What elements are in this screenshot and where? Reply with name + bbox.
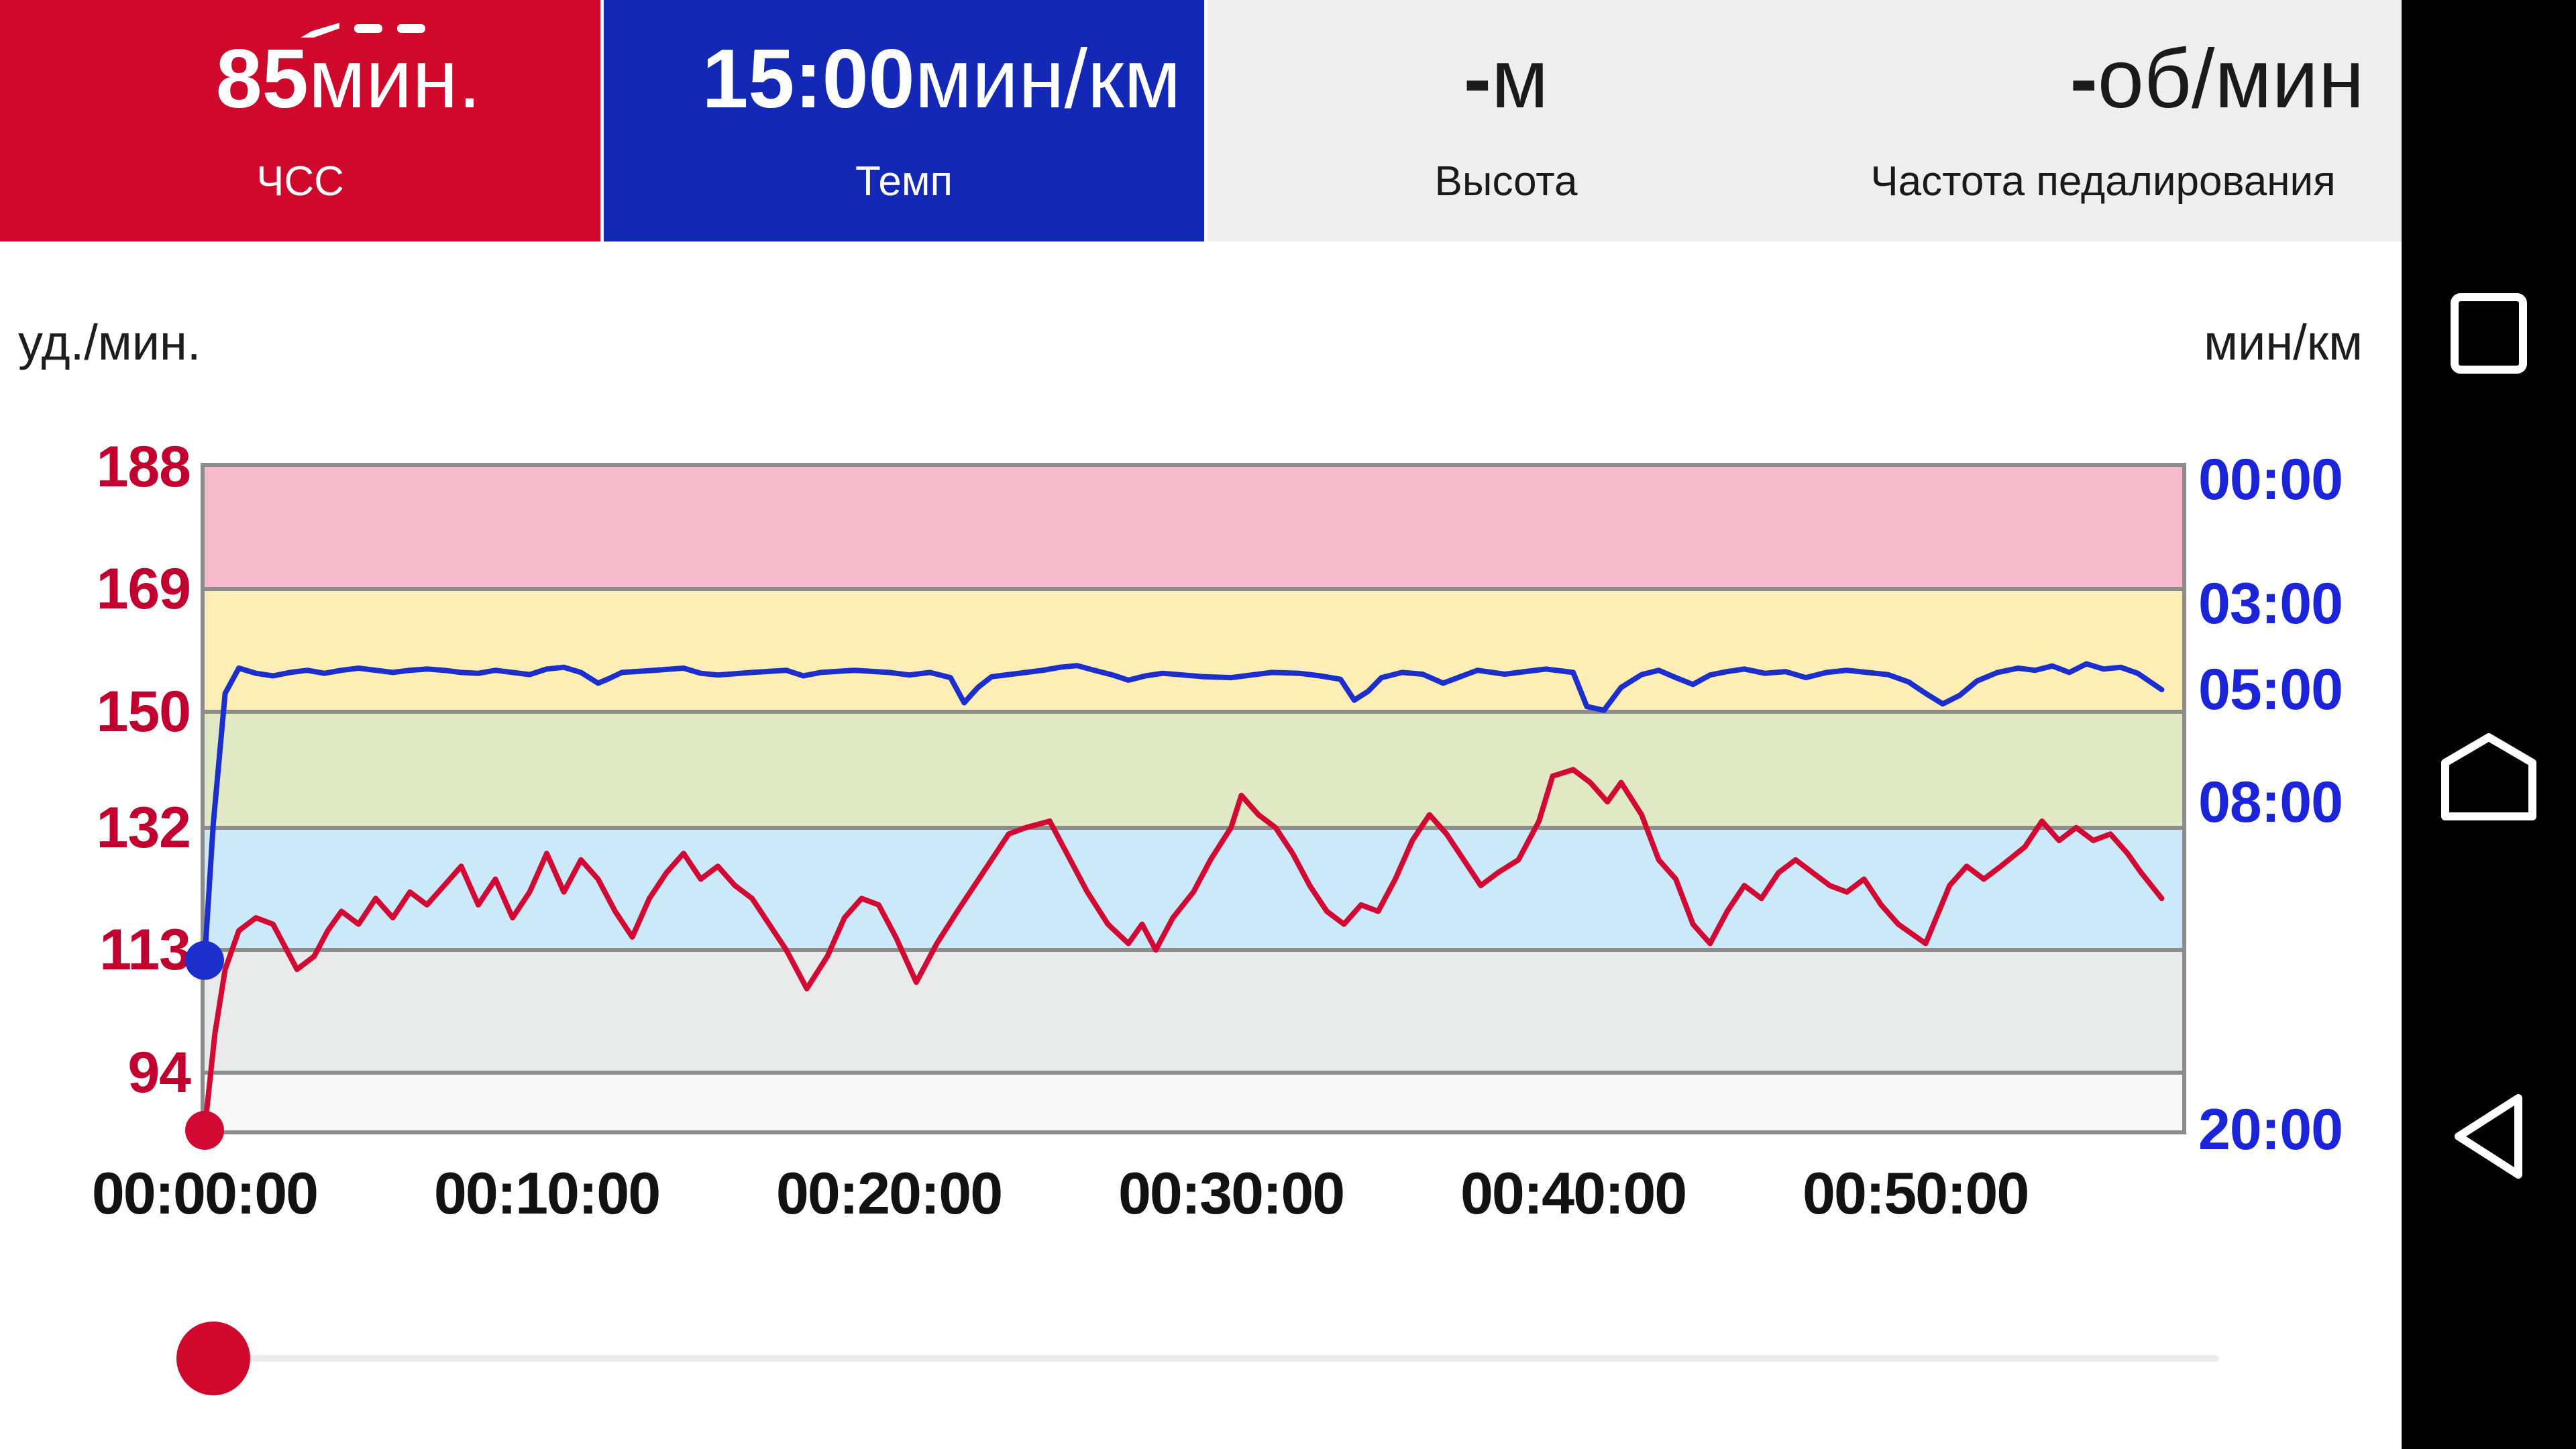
tab-pace[interactable]: 15:00мин/км Темп (604, 0, 1204, 241)
home-icon (2441, 733, 2536, 820)
pace-tick-label: 08:00 (2198, 770, 2343, 835)
hr-tick-label: 132 (96, 795, 192, 860)
android-navigation-bar (2402, 0, 2576, 1449)
time-tick-label: 00:20:00 (775, 1160, 1003, 1226)
pace-tick-label: 05:00 (2198, 657, 2343, 722)
hr-zone-band (205, 467, 2182, 590)
pace-axis-unit-label: мин/км (2204, 315, 2363, 370)
tab-altitude[interactable]: -м Высота (1208, 0, 1805, 241)
cadence-tab-label: Частота педалирования (1870, 158, 2336, 205)
time-tick-label: 00:30:00 (1118, 1160, 1345, 1226)
hr-zone-band (205, 589, 2182, 712)
tab-cadence[interactable]: -об/мин Частота педалирования (1805, 0, 2402, 241)
time-tick-label: 00:50:00 (1803, 1160, 2029, 1226)
pace-tab-label: Темп (855, 158, 953, 205)
hr-tick-label: 113 (99, 918, 191, 983)
hr-tick-label: 188 (96, 435, 192, 499)
home-button[interactable] (2402, 710, 2576, 844)
pace-tick-label: 00:00 (2198, 447, 2343, 512)
zone-gridline (205, 1070, 2182, 1075)
clipped-text-fragment (397, 24, 425, 33)
recents-button[interactable] (2402, 266, 2576, 400)
metric-tab-bar: 85мин. ЧСС 15:00мин/км Темп -м Высота -о… (0, 0, 2402, 241)
zone-gridline (205, 587, 2182, 592)
zone-gridline (205, 948, 2182, 953)
hr-zone-band (205, 711, 2182, 828)
time-tick-label: 00:10:00 (433, 1160, 661, 1226)
heart-rate-value: 85мин. (215, 33, 482, 125)
hr-tick-label: 169 (96, 557, 192, 622)
pace-value: 15:00мин/км (702, 33, 1181, 125)
heart-rate-tab-label: ЧСС (256, 158, 344, 205)
recents-square-icon (2451, 293, 2527, 374)
zone-gridline (205, 709, 2182, 714)
tab-heart-rate[interactable]: 85мин. ЧСС (0, 0, 600, 241)
time-tick-label: 00:00:00 (91, 1160, 319, 1226)
cadence-value: -об/мин (2070, 33, 2365, 125)
hr-axis-unit-label: уд./мин. (18, 315, 201, 370)
hr-zone-band (205, 1072, 2182, 1130)
pace-tick-label: 03:00 (2198, 572, 2343, 636)
hr-tick-label: 94 (127, 1040, 191, 1105)
altitude-tab-label: Высота (1434, 158, 1578, 205)
time-tick-label: 00:40:00 (1460, 1160, 1687, 1226)
hr-zone-band (205, 950, 2182, 1073)
pace-tick-label: 20:00 (2198, 1097, 2343, 1162)
hr-zone-band (205, 827, 2182, 951)
back-triangle-icon (2455, 1094, 2522, 1179)
altitude-value: -м (1463, 33, 1549, 125)
slider-track[interactable] (213, 1355, 2219, 1362)
hr-tick-label: 150 (96, 679, 192, 744)
back-button[interactable] (2402, 1069, 2576, 1203)
clipped-text-fragment (354, 24, 382, 33)
slider-handle[interactable] (176, 1322, 250, 1395)
chart-plot-area[interactable] (201, 463, 2186, 1134)
zone-gridline (205, 825, 2182, 830)
